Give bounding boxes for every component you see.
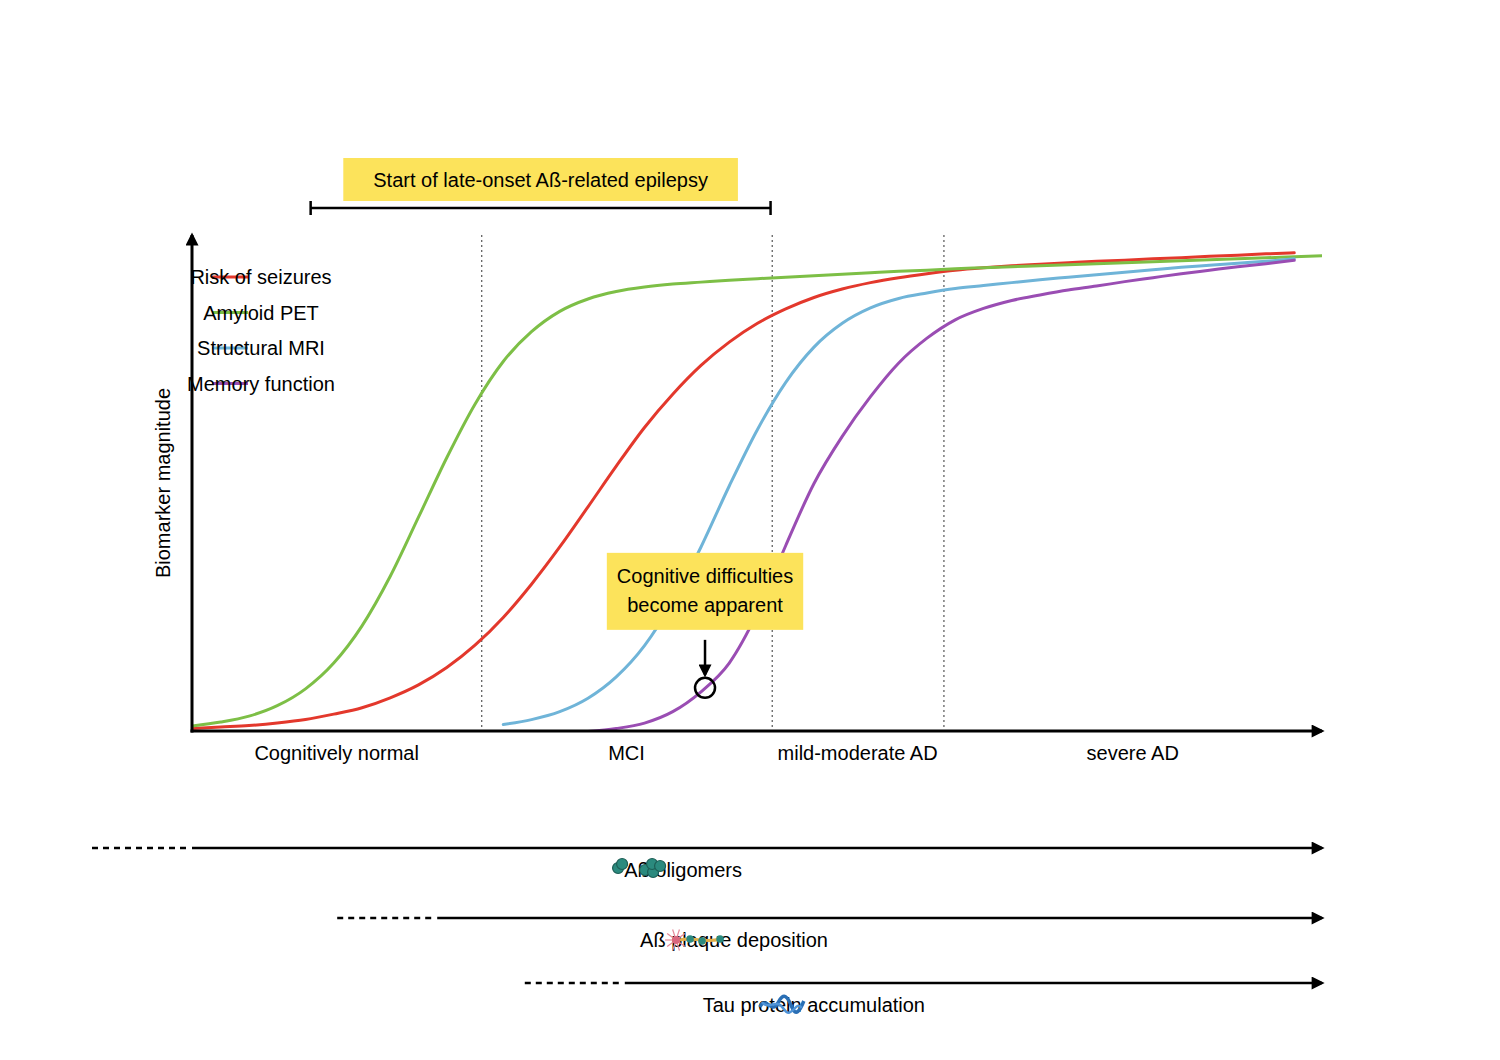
svg-text:Biomarker magnitude: Biomarker magnitude <box>152 388 174 578</box>
svg-text:become apparent: become apparent <box>627 594 783 616</box>
svg-text:Amyloid PET: Amyloid PET <box>203 302 319 324</box>
svg-text:Risk of seizures: Risk of seizures <box>190 266 331 288</box>
svg-text:severe AD: severe AD <box>1087 742 1179 764</box>
svg-text:Memory function: Memory function <box>187 373 335 395</box>
svg-text:Cognitively normal: Cognitively normal <box>254 742 419 764</box>
svg-text:Aß oligomers: Aß oligomers <box>624 859 742 881</box>
svg-text:Start of late-onset Aß-related: Start of late-onset Aß-related epilepsy <box>373 169 708 191</box>
svg-text:Structural MRI: Structural MRI <box>197 337 325 359</box>
svg-text:MCI: MCI <box>608 742 645 764</box>
svg-text:Cognitive difficulties: Cognitive difficulties <box>617 565 793 587</box>
svg-text:Aß plaque deposition: Aß plaque deposition <box>640 929 828 951</box>
svg-text:Tau protein accumulation: Tau protein accumulation <box>703 994 925 1016</box>
svg-text:mild-moderate AD: mild-moderate AD <box>778 742 938 764</box>
